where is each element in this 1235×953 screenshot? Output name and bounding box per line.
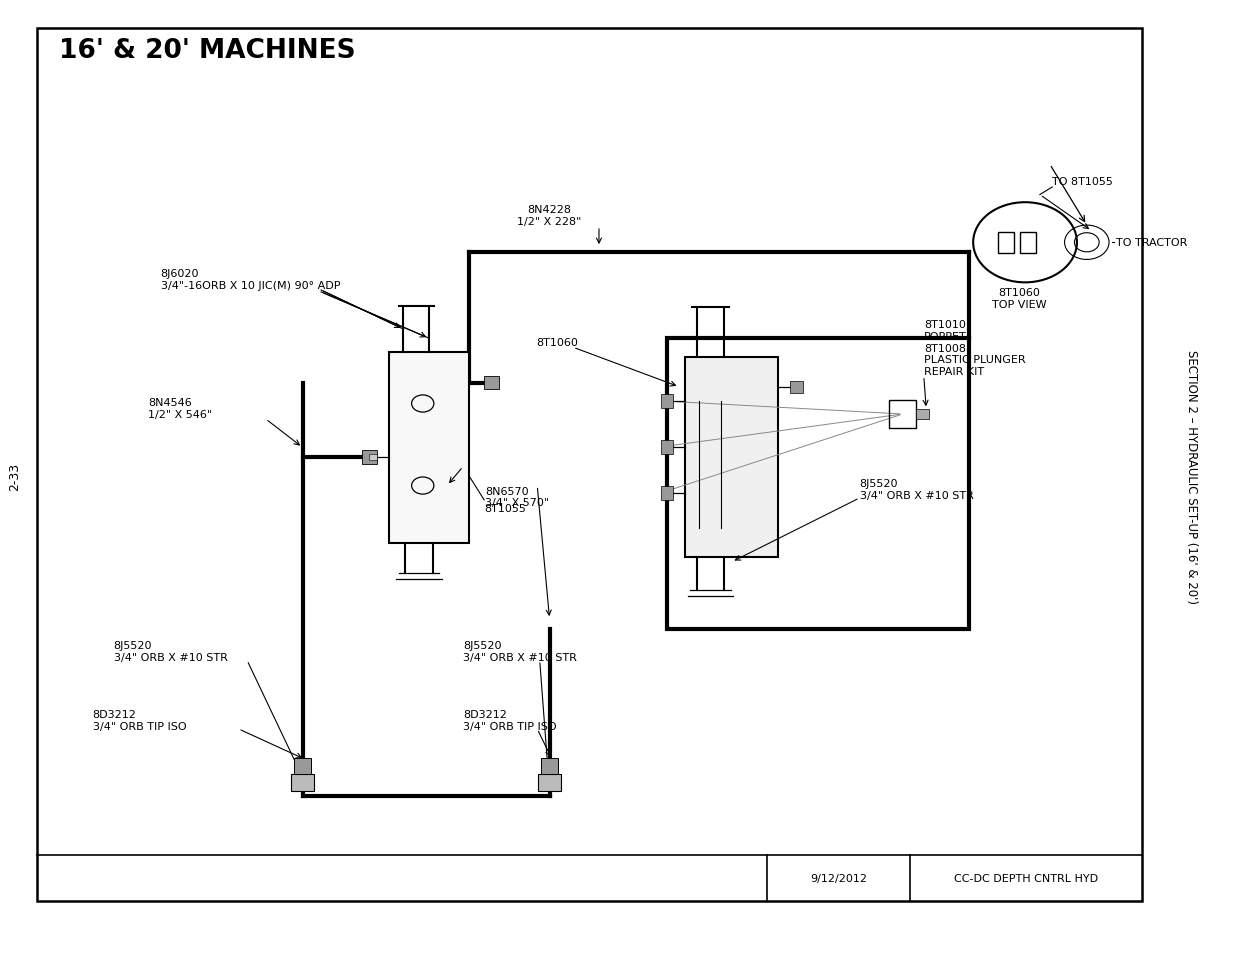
Text: 8N4228
1/2" X 228": 8N4228 1/2" X 228" bbox=[517, 205, 582, 227]
Bar bbox=[541, 759, 558, 774]
Bar bbox=[362, 451, 377, 464]
Bar bbox=[294, 759, 311, 774]
Text: 8N6570
3/4" X 570": 8N6570 3/4" X 570" bbox=[485, 486, 550, 508]
Bar bbox=[661, 440, 673, 455]
Bar bbox=[389, 353, 469, 543]
Bar bbox=[916, 410, 929, 419]
Text: 8J5520
3/4" ORB X #10 STR: 8J5520 3/4" ORB X #10 STR bbox=[463, 640, 577, 662]
Bar bbox=[291, 774, 314, 791]
Bar bbox=[661, 395, 673, 408]
Text: 8J5520
3/4" ORB X #10 STR: 8J5520 3/4" ORB X #10 STR bbox=[860, 478, 973, 500]
Text: 8T1055: 8T1055 bbox=[484, 503, 526, 513]
Bar bbox=[484, 376, 499, 390]
Bar bbox=[369, 455, 377, 461]
Bar bbox=[790, 382, 803, 394]
Text: 8T1060: 8T1060 bbox=[536, 338, 578, 348]
Bar bbox=[1020, 233, 1036, 253]
Bar bbox=[538, 774, 561, 791]
Text: 8J6020
3/4"-16ORB X 10 JIC(M) 90° ADP: 8J6020 3/4"-16ORB X 10 JIC(M) 90° ADP bbox=[161, 269, 340, 291]
Text: 8T1060
TOP VIEW: 8T1060 TOP VIEW bbox=[992, 288, 1046, 310]
Text: 8J5520
3/4" ORB X #10 STR: 8J5520 3/4" ORB X #10 STR bbox=[114, 640, 227, 662]
Text: 2-33: 2-33 bbox=[9, 462, 21, 491]
Text: SECTION 2 – HYDRAULIC SET-UP (16' & 20'): SECTION 2 – HYDRAULIC SET-UP (16' & 20') bbox=[1186, 350, 1198, 603]
Text: 8D3212
3/4" ORB TIP ISO: 8D3212 3/4" ORB TIP ISO bbox=[463, 709, 557, 731]
Text: CC-DC DEPTH CNTRL HYD: CC-DC DEPTH CNTRL HYD bbox=[955, 873, 1098, 882]
Text: TO TRACTOR: TO TRACTOR bbox=[1116, 238, 1188, 248]
Bar bbox=[667, 338, 969, 629]
Bar bbox=[37, 29, 1142, 901]
Bar bbox=[889, 400, 916, 429]
Text: TO 8T1055: TO 8T1055 bbox=[1052, 177, 1113, 187]
Bar bbox=[998, 233, 1014, 253]
Text: 16' & 20' MACHINES: 16' & 20' MACHINES bbox=[59, 38, 356, 64]
Text: 8T1010
POPPET
8T1008
PLASTIC PLUNGER
REPAIR KIT: 8T1010 POPPET 8T1008 PLASTIC PLUNGER REP… bbox=[924, 320, 1025, 376]
Text: 8N4546
1/2" X 546": 8N4546 1/2" X 546" bbox=[148, 397, 212, 419]
Bar bbox=[685, 357, 778, 558]
Text: 9/12/2012: 9/12/2012 bbox=[810, 873, 867, 882]
Bar bbox=[661, 487, 673, 500]
Text: 8D3212
3/4" ORB TIP ISO: 8D3212 3/4" ORB TIP ISO bbox=[93, 709, 186, 731]
